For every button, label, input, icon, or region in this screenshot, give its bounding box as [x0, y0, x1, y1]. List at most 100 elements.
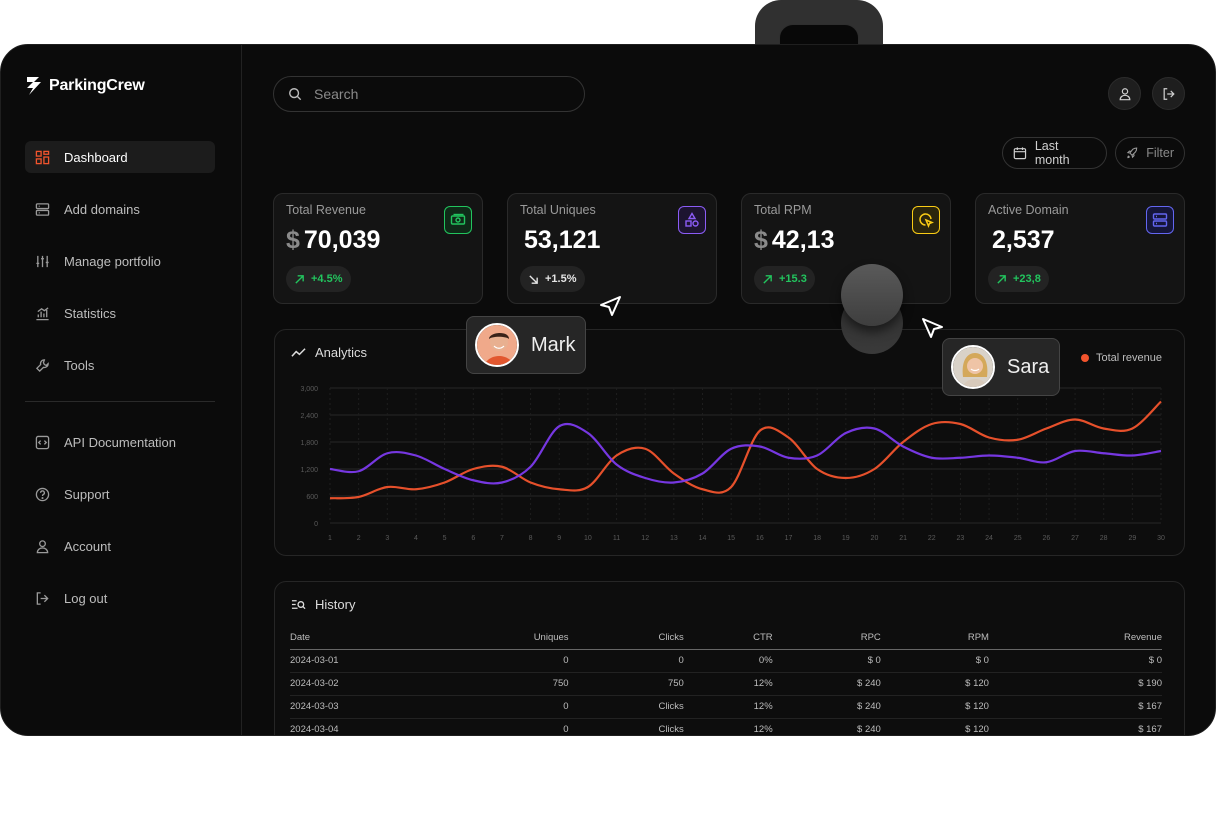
y-tick-label: 1,800 — [300, 440, 318, 447]
profile-button[interactable] — [1108, 77, 1141, 110]
x-tick-label: 27 — [1071, 535, 1079, 542]
rocket-icon — [1126, 147, 1138, 159]
table-cell: 2024-03-01 — [290, 649, 410, 673]
table-row[interactable]: 2024-03-04 0 Clicks 12% $ 240 $ 120 $ 167 — [290, 718, 1162, 735]
history-panel: History Date Uniques Clicks CTR RPC RPM … — [274, 581, 1185, 735]
column-header[interactable]: Uniques — [410, 627, 569, 650]
sidebar-item-dashboard[interactable]: Dashboard — [25, 141, 215, 173]
filter-label: Filter — [1146, 146, 1174, 160]
sidebar-item-manage-portfolio[interactable]: Manage portfolio — [25, 245, 215, 277]
sidebar-divider — [25, 401, 215, 402]
logout-button[interactable] — [1152, 77, 1185, 110]
search-bar[interactable]: Search — [273, 76, 585, 112]
x-tick-label: 13 — [670, 535, 678, 542]
x-tick-label: 28 — [1100, 535, 1108, 542]
logout-icon — [36, 591, 49, 605]
column-header[interactable]: RPM — [880, 627, 989, 650]
table-row[interactable]: 2024-03-01 0 0 0% $ 0 $ 0 $ 0 — [290, 649, 1162, 673]
chart-legend: Total revenue — [1080, 352, 1162, 364]
table-cell: $ 240 — [772, 718, 881, 735]
x-tick-label: 15 — [727, 535, 735, 542]
column-header[interactable]: Revenue — [988, 627, 1162, 650]
search-icon — [289, 88, 302, 101]
table-header-row: Date Uniques Clicks CTR RPC RPM Revenue — [290, 627, 1162, 650]
sidebar-item-account[interactable]: Account — [25, 530, 215, 562]
sidebar-item-add-domains[interactable]: Add domains — [25, 193, 215, 225]
filter-button[interactable]: Filter — [1115, 137, 1185, 169]
x-tick-label: 1 — [328, 535, 332, 542]
card-value-number: 53,121 — [524, 226, 601, 254]
column-header[interactable]: Date — [290, 627, 410, 650]
cursor-arrow-icon — [922, 318, 943, 338]
trend-line-icon — [291, 348, 306, 357]
click-icon — [912, 206, 940, 234]
table-row[interactable]: 2024-03-02 750 750 12% $ 240 $ 120 $ 190 — [290, 672, 1162, 696]
change-badge: +15.3 — [754, 266, 815, 292]
sidebar-item-label: API Documentation — [64, 434, 177, 450]
table-cell: 2024-03-03 — [290, 695, 410, 719]
table-cell: $ 240 — [772, 695, 881, 719]
x-tick-label: 14 — [699, 535, 707, 542]
card-label: Active Domain — [988, 203, 1069, 217]
sidebar-item-label: Add domains — [64, 201, 140, 217]
y-tick-label: 2,400 — [300, 413, 318, 420]
cursor-arrow-icon — [600, 296, 621, 316]
x-tick-label: 23 — [957, 535, 965, 542]
table-cell: 750 — [410, 672, 569, 696]
card-value-number: 70,039 — [303, 226, 381, 254]
analytics-title-text: Analytics — [315, 345, 368, 360]
table-cell: 750 — [568, 672, 684, 696]
column-header[interactable]: Clicks — [568, 627, 684, 650]
card-value: 53,121 — [520, 226, 600, 255]
shapes-icon — [678, 206, 706, 234]
list-search-icon — [291, 600, 306, 610]
card-value: $70,039 — [286, 226, 380, 255]
grid-icon — [35, 150, 50, 164]
arrow-up-right-icon — [763, 274, 772, 284]
sidebar-item-support[interactable]: Support — [25, 478, 215, 510]
sidebar-item-tools[interactable]: Tools — [25, 349, 215, 381]
sidebar-item-api-documentation[interactable]: API Documentation — [25, 426, 215, 458]
table-cell: $ 0 — [880, 649, 989, 673]
y-tick-label: 600 — [306, 494, 318, 501]
avatar — [475, 323, 519, 367]
change-value: +15.3 — [779, 273, 807, 285]
card-label: Total Revenue — [286, 203, 366, 217]
history-table: Date Uniques Clicks CTR RPC RPM Revenue … — [290, 627, 1162, 735]
brand-name: ParkingCrew — [49, 77, 145, 94]
x-tick-label: 17 — [785, 535, 793, 542]
table-cell: $ 120 — [880, 718, 989, 735]
parkingcrew-logo-icon — [27, 77, 41, 95]
legend-swatch — [1080, 354, 1089, 362]
x-tick-label: 19 — [842, 535, 850, 542]
bar-chart-icon — [36, 306, 49, 320]
sidebar: ParkingCrew Dashboard Add domains Manage… — [1, 45, 242, 735]
x-tick-label: 16 — [756, 535, 764, 542]
sidebar-item-label: Manage portfolio — [64, 253, 161, 269]
toggle-knob-decoration — [841, 264, 903, 326]
x-tick-label: 11 — [613, 535, 620, 542]
column-header[interactable]: RPC — [772, 627, 881, 650]
search-input[interactable]: Search — [314, 86, 359, 102]
card-total-revenue: Total Revenue $70,039 +4.5% — [273, 193, 483, 304]
table-cell: 12% — [683, 695, 773, 719]
change-badge: +1.5% — [520, 266, 585, 292]
table-cell: $ 190 — [988, 672, 1162, 696]
sidebar-item-label: Support — [64, 486, 110, 502]
x-tick-label: 9 — [557, 535, 561, 542]
table-cell: $ 240 — [772, 672, 881, 696]
table-cell: $ 0 — [772, 649, 881, 673]
history-title-text: History — [315, 597, 356, 612]
history-title: History — [291, 597, 355, 612]
x-tick-label: 4 — [414, 535, 418, 542]
table-row[interactable]: 2024-03-03 0 Clicks 12% $ 240 $ 120 $ 167 — [290, 695, 1162, 719]
x-tick-label: 2 — [357, 535, 361, 542]
brand-logo[interactable]: ParkingCrew — [25, 75, 145, 97]
column-header[interactable]: CTR — [683, 627, 773, 650]
sidebar-item-statistics[interactable]: Statistics — [25, 297, 215, 329]
collaborator-name: Sara — [1007, 355, 1050, 378]
period-selector[interactable]: Last month — [1002, 137, 1107, 169]
card-active-domain: Active Domain 2,537 +23,8 — [975, 193, 1185, 304]
sidebar-item-log-out[interactable]: Log out — [25, 582, 215, 614]
table-cell: 12% — [683, 672, 773, 696]
